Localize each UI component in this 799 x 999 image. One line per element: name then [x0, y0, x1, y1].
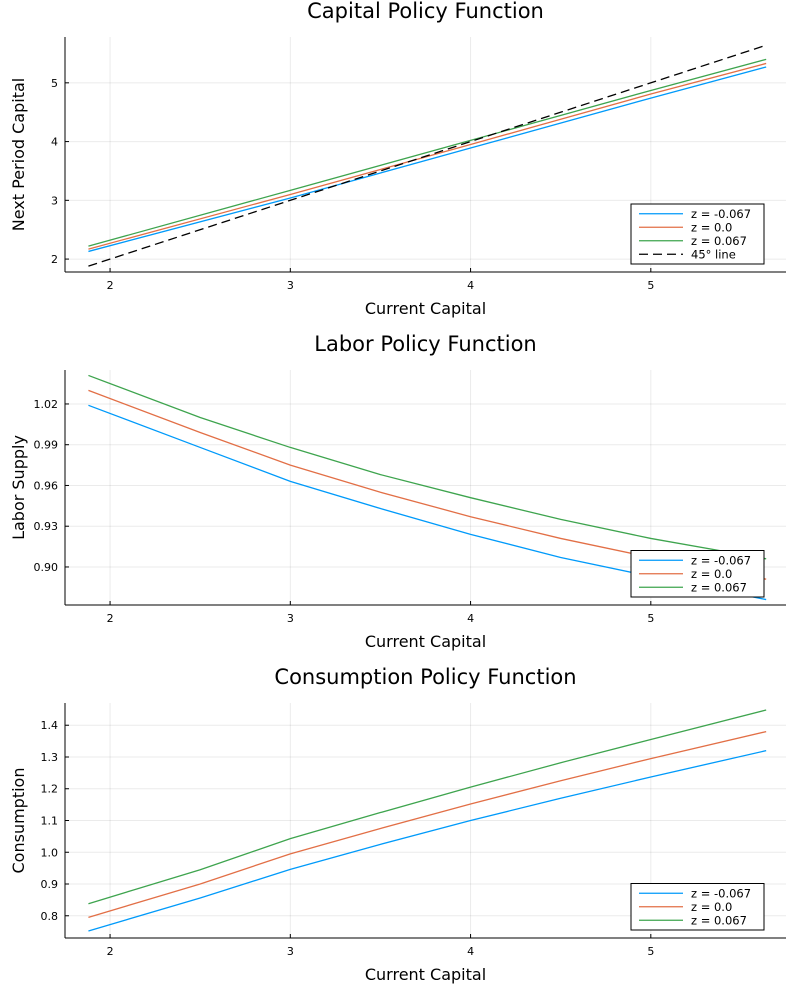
x-tick-label: 2: [107, 612, 114, 625]
legend-label-1: z = -0.067: [691, 553, 751, 567]
x-axis-label: Current Capital: [365, 632, 486, 651]
x-tick-label: 4: [467, 612, 474, 625]
x-axis-label: Current Capital: [365, 299, 486, 318]
series-line-4: [88, 44, 767, 267]
x-tick-label: 5: [647, 612, 654, 625]
x-tick-label: 4: [467, 945, 474, 958]
y-tick-label: 0.93: [34, 520, 59, 533]
y-tick-label: 1.1: [41, 815, 59, 828]
chart-title: Labor Policy Function: [314, 332, 536, 356]
x-axis-label: Current Capital: [365, 965, 486, 984]
series-line-3: [88, 709, 767, 905]
chart-title: Capital Policy Function: [307, 0, 544, 23]
series-line-1: [88, 750, 767, 932]
y-tick-label: 1.4: [41, 719, 59, 732]
chart-panel-2: 2 3 4 5 0.90 0.93 0.96 0.99 1.02 Labor Policy Fun…: [9, 332, 786, 651]
legend-label-4: 45° line: [691, 247, 736, 261]
x-tick-label: 3: [287, 612, 294, 625]
y-tick-label: 1.2: [41, 783, 59, 796]
series-line-3: [88, 58, 767, 247]
legend-label-2: z = 0.0: [691, 567, 732, 581]
y-tick-label: 2: [51, 253, 58, 266]
y-tick-label: 1.02: [34, 398, 59, 411]
series-line-1: [88, 66, 767, 253]
chart-title: Consumption Policy Function: [274, 665, 576, 689]
legend-label-1: z = -0.067: [691, 886, 751, 900]
legend-label-3: z = 0.067: [691, 913, 747, 927]
y-tick-label: 5: [51, 77, 58, 90]
legend-label-2: z = 0.0: [691, 900, 732, 914]
y-tick-label: 1.0: [41, 846, 59, 859]
series-line-2: [88, 730, 767, 918]
legend-label-3: z = 0.067: [691, 580, 747, 594]
x-tick-label: 3: [287, 945, 294, 958]
y-tick-label: 3: [51, 194, 58, 207]
y-axis-label: Consumption: [9, 768, 28, 874]
chart-panel-3: 2 3 4 5 0.8 0.9 1.0 1.1 1.2 1.3 1.4 Consumption Pol…: [9, 665, 786, 984]
x-tick-label: 5: [647, 279, 654, 292]
chart-panel-1: 2 3 4 5 2 3 4 5 Capital Policy Function Current C…: [9, 0, 786, 318]
legend-label-3: z = 0.067: [691, 234, 747, 248]
x-tick-label: 2: [107, 945, 114, 958]
y-axis-label: Labor Supply: [9, 435, 28, 540]
series-layer: [88, 709, 767, 932]
series-layer: [88, 44, 767, 267]
y-tick-label: 4: [51, 136, 58, 149]
y-axis-label: Next Period Capital: [9, 78, 28, 231]
series-line-2: [88, 62, 767, 250]
x-tick-label: 4: [467, 279, 474, 292]
x-tick-label: 3: [287, 279, 294, 292]
y-tick-label: 0.8: [41, 910, 59, 923]
y-tick-label: 0.9: [41, 878, 59, 891]
series-line-3: [88, 374, 767, 560]
y-tick-label: 0.96: [34, 479, 59, 492]
y-tick-label: 0.90: [34, 561, 59, 574]
legend-label-2: z = 0.0: [691, 220, 732, 234]
y-tick-label: 1.3: [41, 751, 59, 764]
legend-label-1: z = -0.067: [691, 207, 751, 221]
x-tick-label: 2: [107, 279, 114, 292]
x-tick-label: 5: [647, 945, 654, 958]
y-tick-label: 0.99: [34, 439, 59, 452]
